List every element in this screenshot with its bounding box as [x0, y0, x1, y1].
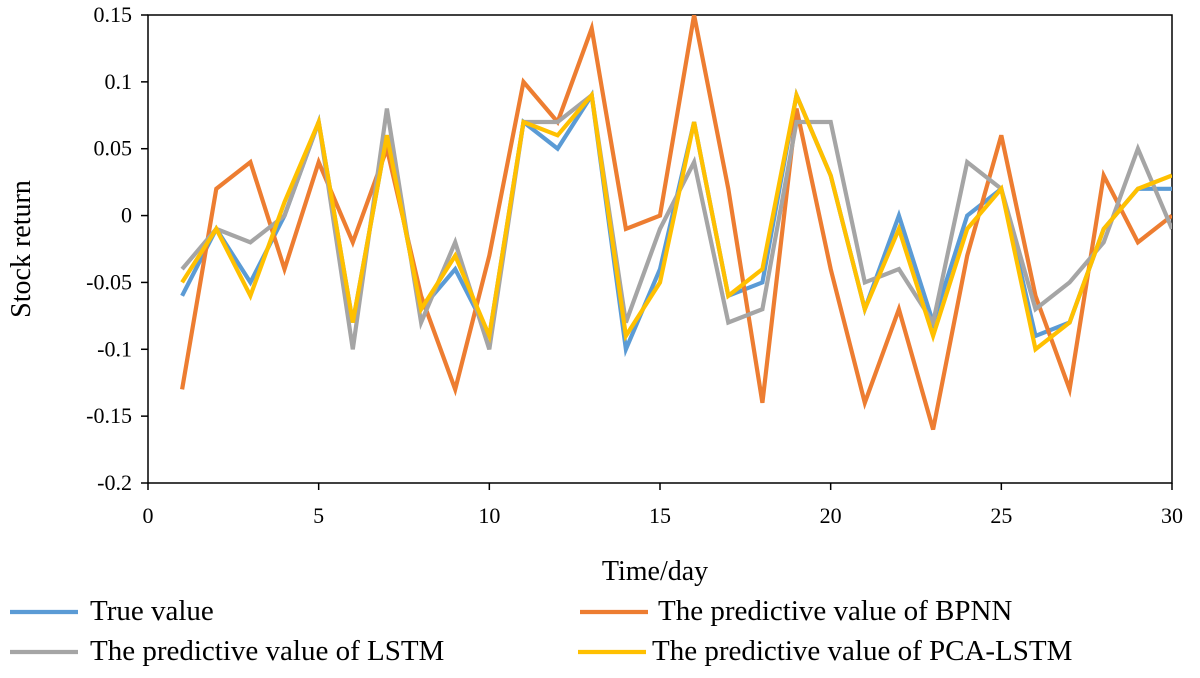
x-tick-label: 0 [143, 503, 154, 528]
series-line-3 [180, 88, 1172, 354]
x-tick-label: 15 [649, 503, 671, 528]
x-tick-label: 5 [313, 503, 324, 528]
legend-label-0: True value [90, 595, 214, 627]
x-axis-title: Time/day [602, 556, 708, 587]
legend-label-3: The predictive value of PCA-LSTM [652, 635, 1072, 667]
y-tick-label: -0.2 [97, 470, 132, 495]
series-line-1 [180, 15, 1172, 431]
y-tick-label: 0.05 [94, 136, 133, 161]
y-tick-label: 0.1 [105, 69, 133, 94]
x-tick-label: 20 [820, 503, 842, 528]
series-line-0 [180, 87, 1172, 358]
x-tick-label: 25 [990, 503, 1012, 528]
y-tick-label: 0 [121, 203, 132, 228]
y-axis-ticks: 0.15 0.1 0.05 0 -0.05 -0.1 -0.15 -0.2 [86, 2, 148, 495]
series-lines [180, 15, 1172, 431]
x-axis-ticks: 0 5 10 15 20 25 30 [143, 483, 1183, 528]
series-line-2 [180, 91, 1172, 350]
x-tick-label: 30 [1161, 503, 1183, 528]
legend-label-2: The predictive value of LSTM [90, 635, 444, 667]
x-tick-label: 10 [478, 503, 500, 528]
y-tick-label: -0.1 [97, 336, 132, 361]
y-tick-label: -0.05 [86, 269, 132, 294]
y-axis-title: Stock return [6, 180, 37, 318]
legend-label-1: The predictive value of BPNN [658, 595, 1012, 627]
y-tick-label: 0.15 [94, 2, 133, 27]
y-tick-label: -0.15 [86, 403, 132, 428]
legend: True value The predictive value of BPNN Th… [10, 595, 1072, 667]
